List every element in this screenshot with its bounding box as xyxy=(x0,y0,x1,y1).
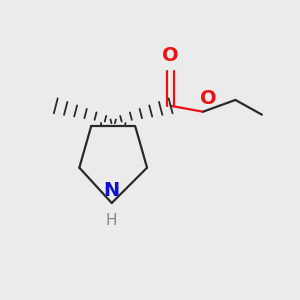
Text: O: O xyxy=(162,46,179,65)
Text: H: H xyxy=(106,213,118,228)
Text: O: O xyxy=(200,89,217,108)
Text: N: N xyxy=(103,181,120,200)
